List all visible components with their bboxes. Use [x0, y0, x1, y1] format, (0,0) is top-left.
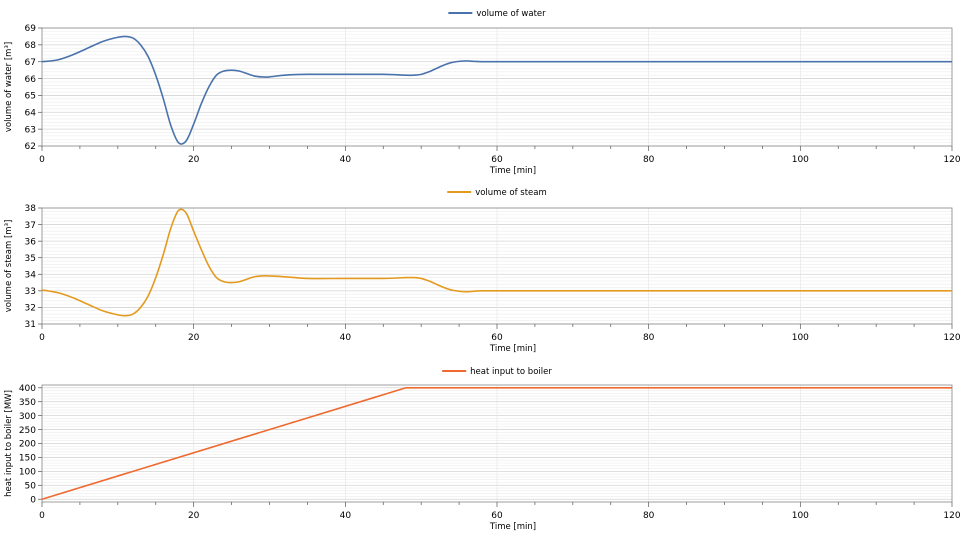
x-tick-label: 40: [340, 155, 352, 165]
y-tick-label: 67: [25, 58, 36, 68]
y-axis-label: heat input to boiler [MW]: [4, 390, 14, 497]
y-tick-label: 38: [25, 204, 37, 214]
y-tick-label: 150: [19, 454, 36, 464]
y-tick-label: 32: [25, 304, 36, 314]
x-axis-label: Time [min]: [489, 344, 536, 354]
x-tick-label: 80: [643, 511, 655, 521]
x-tick-label: 20: [188, 155, 200, 165]
x-tick-label: 100: [792, 511, 809, 521]
series-line-1: [41, 386, 952, 500]
x-tick-label: 120: [943, 511, 960, 521]
legend: heat input to boiler: [442, 367, 552, 377]
legend: volume of water: [448, 9, 546, 19]
x-axis-label: Time [min]: [489, 166, 536, 176]
y-tick-label: 64: [25, 108, 37, 118]
x-tick-label: 60: [491, 333, 503, 343]
x-tick-label: 0: [39, 333, 45, 343]
x-tick-label: 60: [491, 155, 503, 165]
x-tick-label: 40: [340, 511, 352, 521]
y-tick-label: 66: [25, 75, 37, 85]
chart-panel-1: 0 20 40 60 80 100 120 62 63 64 65 66 67 68 69 Time [min…: [4, 9, 960, 176]
series-line-1: [41, 208, 952, 317]
y-tick-label: 62: [25, 142, 36, 152]
legend-label: volume of steam: [475, 188, 547, 198]
x-tick-label: 120: [943, 155, 960, 165]
y-tick-label: 63: [25, 125, 36, 135]
y-tick-label: 400: [19, 384, 36, 394]
y-tick-label: 50: [25, 481, 37, 491]
y-tick-label: 100: [19, 468, 36, 478]
legend: volume of steam: [447, 188, 547, 198]
y-tick-label: 37: [25, 221, 36, 231]
x-tick-label: 20: [188, 511, 200, 521]
x-tick-label: 40: [340, 333, 352, 343]
y-tick-label: 69: [25, 24, 37, 34]
y-tick-label: 31: [25, 320, 36, 330]
legend-label: heat input to boiler: [470, 367, 552, 377]
y-tick-label: 36: [25, 237, 37, 247]
x-tick-label: 100: [792, 333, 809, 343]
y-tick-label: 34: [25, 270, 37, 280]
x-tick-label: 20: [188, 333, 200, 343]
x-tick-label: 80: [643, 155, 655, 165]
x-tick-label: 0: [39, 511, 45, 521]
y-tick-label: 350: [19, 398, 36, 408]
y-tick-label: 250: [19, 426, 36, 436]
chart-panel-2: 0 20 40 60 80 100 120 31 32 33 34 35 36 37 38 Time [min…: [4, 188, 960, 354]
y-tick-label: 300: [19, 412, 36, 422]
legend-label: volume of water: [476, 9, 546, 19]
x-tick-label: 100: [792, 155, 809, 165]
y-tick-label: 35: [25, 254, 36, 264]
series-line-1: [41, 35, 952, 145]
y-tick-label: 200: [19, 440, 36, 450]
y-tick-label: 65: [25, 92, 36, 102]
y-tick-label: 68: [25, 41, 37, 51]
x-tick-label: 80: [643, 333, 655, 343]
x-axis-label: Time [min]: [489, 522, 536, 532]
y-tick-label: 0: [30, 495, 36, 505]
y-tick-label: 33: [25, 287, 36, 297]
x-tick-label: 60: [491, 511, 503, 521]
x-tick-label: 0: [39, 155, 45, 165]
x-tick-label: 120: [943, 333, 960, 343]
chart-panel-3: 0 20 40 60 80 100 120 0 50 100 150 200 250 300 350 400 T…: [4, 367, 960, 532]
y-axis-label: volume of water [m³]: [4, 42, 14, 132]
y-axis-label: volume of steam [m³]: [4, 220, 14, 313]
